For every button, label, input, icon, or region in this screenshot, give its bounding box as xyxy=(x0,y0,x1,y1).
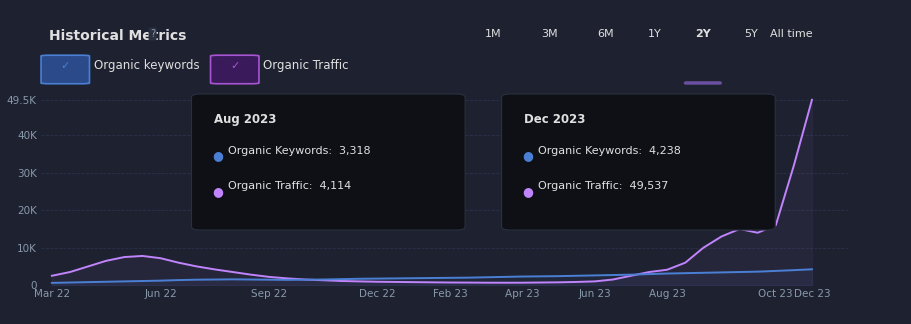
Text: 6M: 6M xyxy=(597,29,614,39)
Text: Organic Traffic: Organic Traffic xyxy=(262,59,348,72)
Text: Organic Traffic:  49,537: Organic Traffic: 49,537 xyxy=(537,181,668,191)
Text: Aug 2023: Aug 2023 xyxy=(214,113,276,126)
Text: 1M: 1M xyxy=(484,29,501,39)
Text: Organic Keywords:  3,318: Organic Keywords: 3,318 xyxy=(228,146,370,156)
Text: 1Y: 1Y xyxy=(647,29,660,39)
Text: ●: ● xyxy=(522,149,533,162)
Text: ●: ● xyxy=(212,185,223,198)
Text: 3M: 3M xyxy=(540,29,558,39)
Text: 5Y: 5Y xyxy=(743,29,757,39)
Text: Organic keywords: Organic keywords xyxy=(94,59,199,72)
Text: ✓: ✓ xyxy=(60,61,70,71)
Text: ?: ? xyxy=(149,29,155,39)
Text: Historical Metrics: Historical Metrics xyxy=(49,29,186,43)
Text: Organic Keywords:  4,238: Organic Keywords: 4,238 xyxy=(537,146,681,156)
Text: ●: ● xyxy=(212,149,223,162)
FancyBboxPatch shape xyxy=(41,55,89,84)
Text: 2Y: 2Y xyxy=(694,29,710,39)
Text: Organic Traffic:  4,114: Organic Traffic: 4,114 xyxy=(228,181,351,191)
FancyBboxPatch shape xyxy=(210,55,259,84)
Text: ●: ● xyxy=(522,185,533,198)
Text: Dec 2023: Dec 2023 xyxy=(524,113,585,126)
Text: ✓: ✓ xyxy=(230,61,240,71)
Text: All time: All time xyxy=(770,29,812,39)
